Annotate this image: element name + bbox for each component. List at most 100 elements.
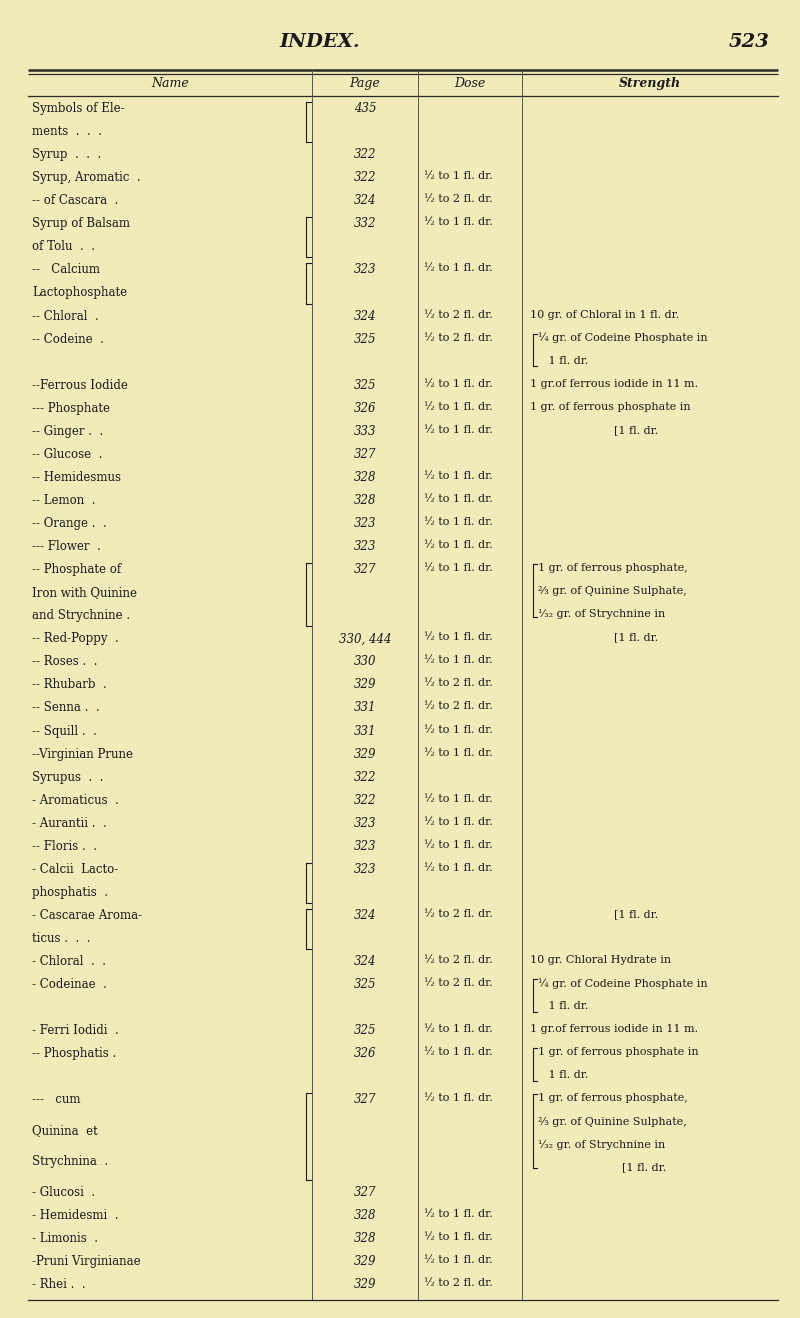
Text: ½ to 1 fl. dr.: ½ to 1 fl. dr. bbox=[424, 264, 493, 273]
Text: phosphatis  .: phosphatis . bbox=[32, 886, 108, 899]
Text: ¼ gr. of Codeine Phosphate in: ¼ gr. of Codeine Phosphate in bbox=[538, 332, 708, 344]
Text: ½ to 2 fl. dr.: ½ to 2 fl. dr. bbox=[424, 194, 493, 204]
Text: 325: 325 bbox=[354, 378, 376, 391]
Text: ½ to 1 fl. dr.: ½ to 1 fl. dr. bbox=[424, 540, 493, 550]
Text: ½ to 1 fl. dr.: ½ to 1 fl. dr. bbox=[424, 424, 493, 435]
Text: 325: 325 bbox=[354, 978, 376, 991]
Text: [1 fl. dr.: [1 fl. dr. bbox=[538, 1162, 666, 1173]
Text: 324: 324 bbox=[354, 909, 376, 923]
Text: Dose: Dose bbox=[454, 76, 486, 90]
Text: ½ to 2 fl. dr.: ½ to 2 fl. dr. bbox=[424, 978, 493, 988]
Text: - Rhei .  .: - Rhei . . bbox=[32, 1278, 86, 1290]
Text: 1 gr. of ferrous phosphate in: 1 gr. of ferrous phosphate in bbox=[530, 402, 690, 411]
Text: ½ to 1 fl. dr.: ½ to 1 fl. dr. bbox=[424, 863, 493, 873]
Text: 1 gr. of ferrous phosphate in: 1 gr. of ferrous phosphate in bbox=[538, 1048, 698, 1057]
Text: 10 gr. of Chloral in 1 fl. dr.: 10 gr. of Chloral in 1 fl. dr. bbox=[530, 310, 679, 319]
Text: -- Red-Poppy  .: -- Red-Poppy . bbox=[32, 633, 118, 646]
Text: Syrup of Balsam: Syrup of Balsam bbox=[32, 217, 130, 231]
Text: ½ to 2 fl. dr.: ½ to 2 fl. dr. bbox=[424, 310, 493, 319]
Text: - Aurantii .  .: - Aurantii . . bbox=[32, 817, 106, 830]
Text: and Strychnine .: and Strychnine . bbox=[32, 609, 130, 622]
Text: 1 gr. of ferrous phosphate,: 1 gr. of ferrous phosphate, bbox=[538, 563, 688, 573]
Text: ½ to 1 fl. dr.: ½ to 1 fl. dr. bbox=[424, 793, 493, 804]
Text: ½ to 2 fl. dr.: ½ to 2 fl. dr. bbox=[424, 909, 493, 919]
Text: ½ to 1 fl. dr.: ½ to 1 fl. dr. bbox=[424, 725, 493, 734]
Text: [1 fl. dr.: [1 fl. dr. bbox=[530, 633, 658, 642]
Text: 324: 324 bbox=[354, 310, 376, 323]
Text: ⅔ gr. of Quinine Sulphate,: ⅔ gr. of Quinine Sulphate, bbox=[538, 587, 686, 596]
Text: -- of Cascara  .: -- of Cascara . bbox=[32, 194, 118, 207]
Text: ½ to 1 fl. dr.: ½ to 1 fl. dr. bbox=[424, 840, 493, 850]
Text: [1 fl. dr.: [1 fl. dr. bbox=[530, 909, 658, 919]
Text: 323: 323 bbox=[354, 264, 376, 277]
Text: Lactophosphate: Lactophosphate bbox=[32, 286, 127, 299]
Text: [1 fl. dr.: [1 fl. dr. bbox=[530, 424, 658, 435]
Text: 322: 322 bbox=[354, 171, 376, 185]
Text: -- Senna .  .: -- Senna . . bbox=[32, 701, 100, 714]
Text: ½ to 1 fl. dr.: ½ to 1 fl. dr. bbox=[424, 655, 493, 666]
Text: -- Squill .  .: -- Squill . . bbox=[32, 725, 97, 738]
Text: ¼ gr. of Codeine Phosphate in: ¼ gr. of Codeine Phosphate in bbox=[538, 978, 708, 988]
Text: ½ to 2 fl. dr.: ½ to 2 fl. dr. bbox=[424, 956, 493, 965]
Text: -- Lemon  .: -- Lemon . bbox=[32, 494, 95, 507]
Text: ½ to 1 fl. dr.: ½ to 1 fl. dr. bbox=[424, 517, 493, 527]
Text: 1 fl. dr.: 1 fl. dr. bbox=[538, 356, 588, 365]
Text: 523: 523 bbox=[729, 33, 770, 51]
Text: ½ to 1 fl. dr.: ½ to 1 fl. dr. bbox=[424, 1232, 493, 1242]
Text: 328: 328 bbox=[354, 494, 376, 507]
Text: Symbols of Ele-: Symbols of Ele- bbox=[32, 101, 125, 115]
Text: Name: Name bbox=[151, 76, 189, 90]
Text: 10 gr. Chloral Hydrate in: 10 gr. Chloral Hydrate in bbox=[530, 956, 671, 965]
Text: 333: 333 bbox=[354, 424, 376, 438]
Text: ¹⁄₃₂ gr. of Strychnine in: ¹⁄₃₂ gr. of Strychnine in bbox=[538, 609, 666, 619]
Text: 324: 324 bbox=[354, 956, 376, 969]
Text: 323: 323 bbox=[354, 540, 376, 554]
Text: ments  .  .  .: ments . . . bbox=[32, 125, 102, 138]
Text: of Tolu  .  .: of Tolu . . bbox=[32, 240, 95, 253]
Text: 1 gr.of ferrous iodide in 11 m.: 1 gr.of ferrous iodide in 11 m. bbox=[530, 1024, 698, 1035]
Text: ---   cum: --- cum bbox=[32, 1094, 81, 1107]
Text: -- Phosphate of: -- Phosphate of bbox=[32, 563, 121, 576]
Text: ½ to 1 fl. dr.: ½ to 1 fl. dr. bbox=[424, 563, 493, 573]
Text: ticus .  .  .: ticus . . . bbox=[32, 932, 90, 945]
Text: 1 fl. dr.: 1 fl. dr. bbox=[538, 1002, 588, 1011]
Text: --Virginian Prune: --Virginian Prune bbox=[32, 747, 133, 760]
Text: ½ to 1 fl. dr.: ½ to 1 fl. dr. bbox=[424, 471, 493, 481]
Text: Strychnina  .: Strychnina . bbox=[32, 1155, 108, 1168]
Text: 324: 324 bbox=[354, 194, 376, 207]
Text: 328: 328 bbox=[354, 1209, 376, 1222]
Text: ½ to 2 fl. dr.: ½ to 2 fl. dr. bbox=[424, 679, 493, 688]
Text: 435: 435 bbox=[354, 101, 376, 115]
Text: ½ to 1 fl. dr.: ½ to 1 fl. dr. bbox=[424, 171, 493, 181]
Text: -- Glucose  .: -- Glucose . bbox=[32, 448, 102, 461]
Text: ½ to 1 fl. dr.: ½ to 1 fl. dr. bbox=[424, 1255, 493, 1265]
Text: ½ to 2 fl. dr.: ½ to 2 fl. dr. bbox=[424, 701, 493, 712]
Text: 328: 328 bbox=[354, 1232, 376, 1244]
Text: ½ to 1 fl. dr.: ½ to 1 fl. dr. bbox=[424, 747, 493, 758]
Text: ½ to 1 fl. dr.: ½ to 1 fl. dr. bbox=[424, 1209, 493, 1219]
Text: 329: 329 bbox=[354, 1278, 376, 1290]
Text: 325: 325 bbox=[354, 1024, 376, 1037]
Text: - Cascarae Aroma-: - Cascarae Aroma- bbox=[32, 909, 142, 923]
Text: 330: 330 bbox=[354, 655, 376, 668]
Text: --- Phosphate: --- Phosphate bbox=[32, 402, 110, 415]
Text: Iron with Quinine: Iron with Quinine bbox=[32, 587, 137, 600]
Text: --   Calcium: -- Calcium bbox=[32, 264, 100, 277]
Text: -- Ginger .  .: -- Ginger . . bbox=[32, 424, 103, 438]
Text: - Glucosi  .: - Glucosi . bbox=[32, 1186, 95, 1198]
Text: 331: 331 bbox=[354, 725, 376, 738]
Text: - Calcii  Lacto-: - Calcii Lacto- bbox=[32, 863, 118, 876]
Text: 332: 332 bbox=[354, 217, 376, 231]
Text: 327: 327 bbox=[354, 1094, 376, 1107]
Text: 327: 327 bbox=[354, 1186, 376, 1198]
Text: --- Flower  .: --- Flower . bbox=[32, 540, 101, 554]
Text: -- Floris .  .: -- Floris . . bbox=[32, 840, 97, 853]
Text: --Ferrous Iodide: --Ferrous Iodide bbox=[32, 378, 128, 391]
Text: 329: 329 bbox=[354, 747, 376, 760]
Text: 329: 329 bbox=[354, 679, 376, 692]
Text: ½ to 1 fl. dr.: ½ to 1 fl. dr. bbox=[424, 494, 493, 503]
Text: ½ to 1 fl. dr.: ½ to 1 fl. dr. bbox=[424, 817, 493, 826]
Text: -- Hemidesmus: -- Hemidesmus bbox=[32, 471, 121, 484]
Text: ¹⁄₃₂ gr. of Strychnine in: ¹⁄₃₂ gr. of Strychnine in bbox=[538, 1140, 666, 1149]
Text: Strength: Strength bbox=[619, 76, 681, 90]
